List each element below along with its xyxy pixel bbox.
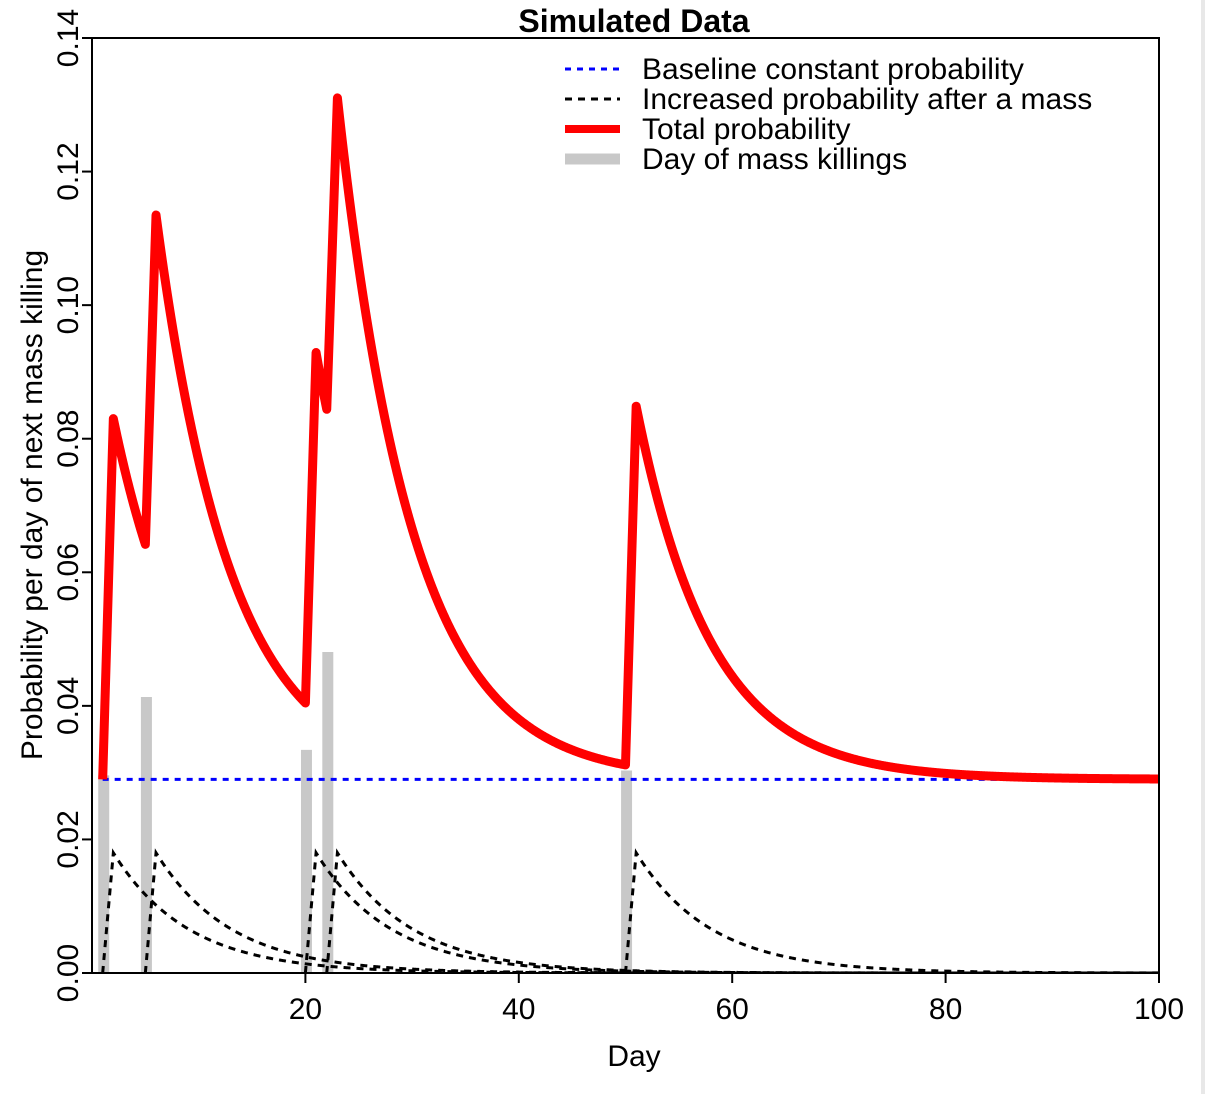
y-tick-label: 0.04 xyxy=(52,677,85,735)
y-tick-label: 0.06 xyxy=(52,543,85,601)
y-tick-label: 0.02 xyxy=(52,810,85,868)
legend-entry-label: Day of mass killings xyxy=(642,143,907,176)
x-axis-label: Day xyxy=(607,1040,660,1073)
legend-entry-label: Total probability xyxy=(642,113,850,146)
y-tick-label: 0.12 xyxy=(52,142,85,200)
y-axis-label: Probability per day of next mass killing xyxy=(16,250,49,760)
y-tick-label: 0.14 xyxy=(52,9,85,67)
kernel-line xyxy=(143,848,1159,973)
plot-area-frame xyxy=(91,37,1160,974)
kernel-line xyxy=(303,848,1159,973)
total-probability-line xyxy=(98,93,1159,784)
x-tick-label: 20 xyxy=(289,993,322,1026)
chart-title: Simulated Data xyxy=(518,3,749,39)
y-tick-label: 0.08 xyxy=(52,410,85,468)
legend-entry-label: Baseline constant probability xyxy=(642,53,1024,86)
kernel-line xyxy=(325,848,1159,973)
x-tick-label: 80 xyxy=(929,993,962,1026)
x-tick-label: 100 xyxy=(1134,993,1184,1026)
y-axis: 0.00 0.02 0.04 0.06 0.08 0.10 0.12 0.14 xyxy=(52,9,92,1002)
y-tick-label: 0.00 xyxy=(52,944,85,1002)
x-tick-label: 40 xyxy=(502,993,535,1026)
kernel-line xyxy=(624,848,1159,973)
window-edge xyxy=(1201,0,1205,1094)
x-axis: 20 40 60 80 100 xyxy=(289,973,1184,1026)
y-tick-label: 0.10 xyxy=(52,276,85,334)
legend-entry-label: Increased probability after a mass xyxy=(642,83,1092,116)
x-tick-label: 60 xyxy=(716,993,749,1026)
